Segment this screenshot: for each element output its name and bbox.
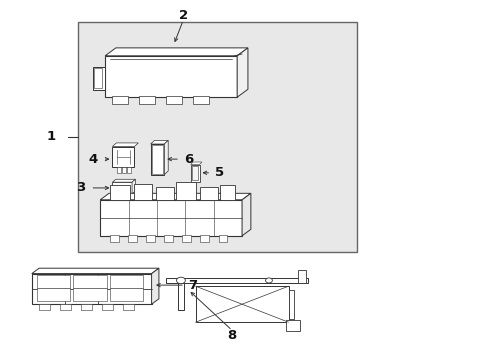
Bar (110, 275, 143, 288)
Polygon shape (150, 140, 168, 144)
Polygon shape (32, 268, 159, 274)
Bar (200, 187, 217, 200)
Polygon shape (132, 179, 135, 194)
Text: 2: 2 (179, 9, 187, 22)
Bar (105, 56, 237, 97)
Bar (152, 145, 163, 174)
Bar (112, 96, 128, 104)
Bar (192, 166, 198, 180)
Text: 7: 7 (188, 279, 197, 292)
Bar (182, 235, 191, 242)
Bar (218, 235, 227, 242)
Polygon shape (190, 162, 202, 165)
Text: 6: 6 (183, 153, 192, 166)
Bar (220, 185, 234, 200)
Bar (166, 278, 307, 283)
Bar (112, 182, 132, 194)
Bar (127, 167, 130, 173)
Bar (178, 283, 184, 310)
Bar (39, 304, 50, 310)
Bar (166, 96, 182, 104)
Circle shape (265, 278, 272, 283)
Text: 4: 4 (88, 153, 97, 166)
Bar (193, 96, 208, 104)
Text: 1: 1 (47, 130, 56, 143)
Polygon shape (237, 48, 247, 97)
Text: 8: 8 (227, 329, 236, 342)
Bar (298, 270, 305, 283)
Bar (288, 290, 294, 319)
Bar (164, 235, 173, 242)
Polygon shape (105, 48, 247, 56)
Bar (123, 304, 134, 310)
Bar (81, 304, 92, 310)
Polygon shape (100, 193, 250, 200)
Polygon shape (151, 268, 159, 304)
Polygon shape (112, 179, 135, 182)
Bar (139, 96, 155, 104)
Bar (128, 235, 137, 242)
Bar (122, 167, 125, 173)
Bar (100, 200, 242, 236)
Text: 3: 3 (76, 181, 85, 194)
Bar (134, 184, 151, 200)
Bar (190, 165, 199, 182)
Bar (94, 68, 102, 88)
Bar (32, 274, 151, 304)
Bar (93, 67, 105, 90)
Bar (73, 288, 106, 301)
Bar (146, 235, 155, 242)
Bar (112, 147, 134, 167)
Bar (110, 288, 143, 301)
Bar (150, 144, 164, 175)
Bar (102, 304, 113, 310)
Bar (156, 187, 173, 200)
Bar (73, 275, 106, 288)
Polygon shape (242, 193, 250, 236)
Bar (78, 22, 356, 252)
Bar (110, 185, 129, 200)
Bar (176, 182, 195, 200)
Bar (110, 235, 119, 242)
Bar (200, 235, 209, 242)
Polygon shape (112, 143, 138, 147)
Bar (60, 304, 71, 310)
Bar (285, 320, 299, 331)
Text: 5: 5 (214, 166, 223, 179)
Bar (195, 286, 288, 322)
Circle shape (176, 277, 185, 284)
Bar (117, 167, 121, 173)
Bar (37, 288, 70, 301)
Polygon shape (164, 140, 168, 175)
Bar (37, 275, 70, 288)
